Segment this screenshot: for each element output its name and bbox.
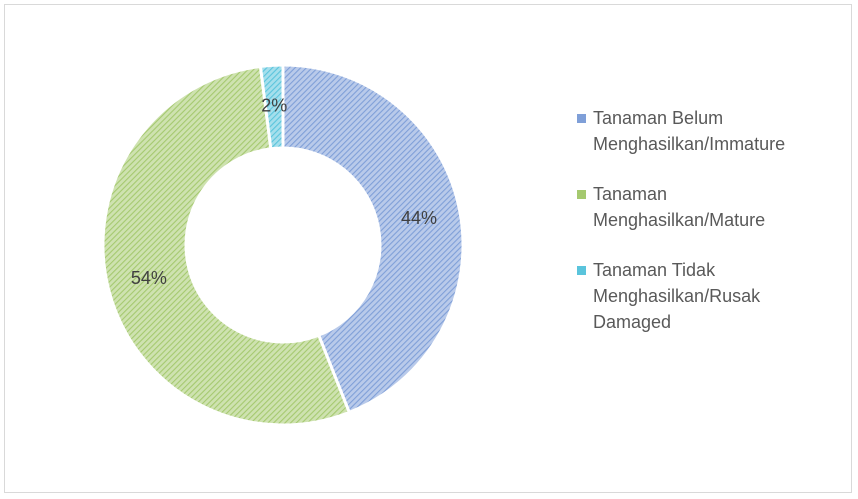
data-label: 44% — [401, 208, 437, 228]
legend-item: Tanaman Menghasilkan/Mature — [575, 181, 805, 233]
donut-slice — [258, 63, 285, 151]
legend-label: Tanaman Belum Menghasilkan/Immature — [593, 108, 786, 154]
chart-frame — [4, 4, 852, 493]
donut-slice — [281, 63, 465, 415]
legend-label: Tanaman Tidak Menghasilkan/Rusak Damaged — [593, 260, 761, 332]
donut-slice — [101, 64, 352, 427]
data-label: 2% — [261, 96, 287, 116]
legend-label: Tanaman Menghasilkan/Mature — [593, 184, 766, 230]
legend-item: Tanaman Tidak Menghasilkan/Rusak Damaged — [575, 257, 805, 335]
legend-swatch — [577, 190, 586, 199]
legend-swatch — [577, 114, 586, 123]
legend: Tanaman Belum Menghasilkan/Immature Tanam… — [575, 105, 805, 359]
legend-item: Tanaman Belum Menghasilkan/Immature — [575, 105, 805, 157]
legend-swatch — [577, 266, 586, 275]
data-label: 54% — [131, 268, 167, 288]
